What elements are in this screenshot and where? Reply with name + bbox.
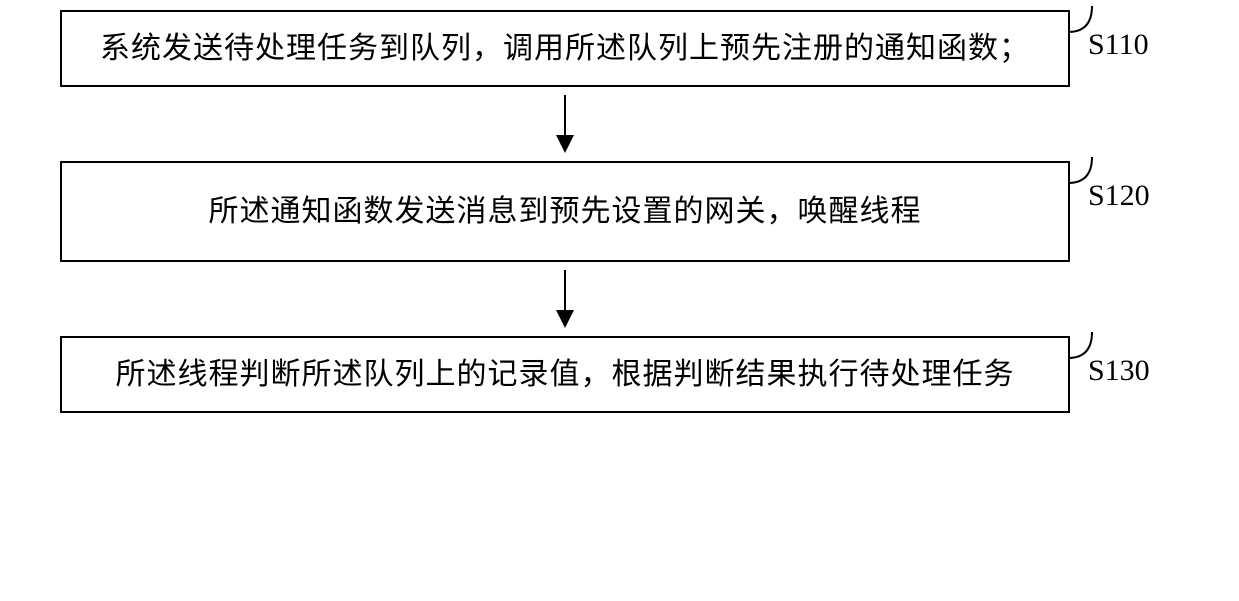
- step-s120-box: 所述通知函数发送消息到预先设置的网关，唤醒线程: [60, 161, 1070, 262]
- step-s120-row: 所述通知函数发送消息到预先设置的网关，唤醒线程 S120: [60, 161, 1180, 262]
- step-s130-text: 所述线程判断所述队列上的记录值，根据判断结果执行待处理任务: [116, 358, 1015, 391]
- step-s110-label: S110: [1088, 28, 1149, 62]
- step-s110-label-wrap: S110: [1068, 10, 1149, 62]
- step-s110-row: 系统发送待处理任务到队列，调用所述队列上预先注册的通知函数； S110: [60, 10, 1180, 87]
- step-s130-label-wrap: S130: [1068, 336, 1150, 388]
- step-s120-label-wrap: S120: [1068, 161, 1150, 213]
- arrow-s120-s130: [60, 262, 1070, 336]
- step-s110-text: 系统发送待处理任务到队列，调用所述队列上预先注册的通知函数；: [100, 32, 1030, 65]
- arrow-down-icon: [550, 95, 580, 153]
- step-s130-row: 所述线程判断所述队列上的记录值，根据判断结果执行待处理任务 S130: [60, 336, 1180, 413]
- step-s130-box: 所述线程判断所述队列上的记录值，根据判断结果执行待处理任务: [60, 336, 1070, 413]
- flowchart-container: 系统发送待处理任务到队列，调用所述队列上预先注册的通知函数； S110 所述通知…: [60, 10, 1180, 413]
- step-s120-text: 所述通知函数发送消息到预先设置的网关，唤醒线程: [209, 195, 922, 228]
- step-s120-label: S120: [1088, 179, 1150, 213]
- arrow-down-icon: [550, 270, 580, 328]
- step-s110-box: 系统发送待处理任务到队列，调用所述队列上预先注册的通知函数；: [60, 10, 1070, 87]
- arrow-s110-s120: [60, 87, 1070, 161]
- step-s130-label: S130: [1088, 354, 1150, 388]
